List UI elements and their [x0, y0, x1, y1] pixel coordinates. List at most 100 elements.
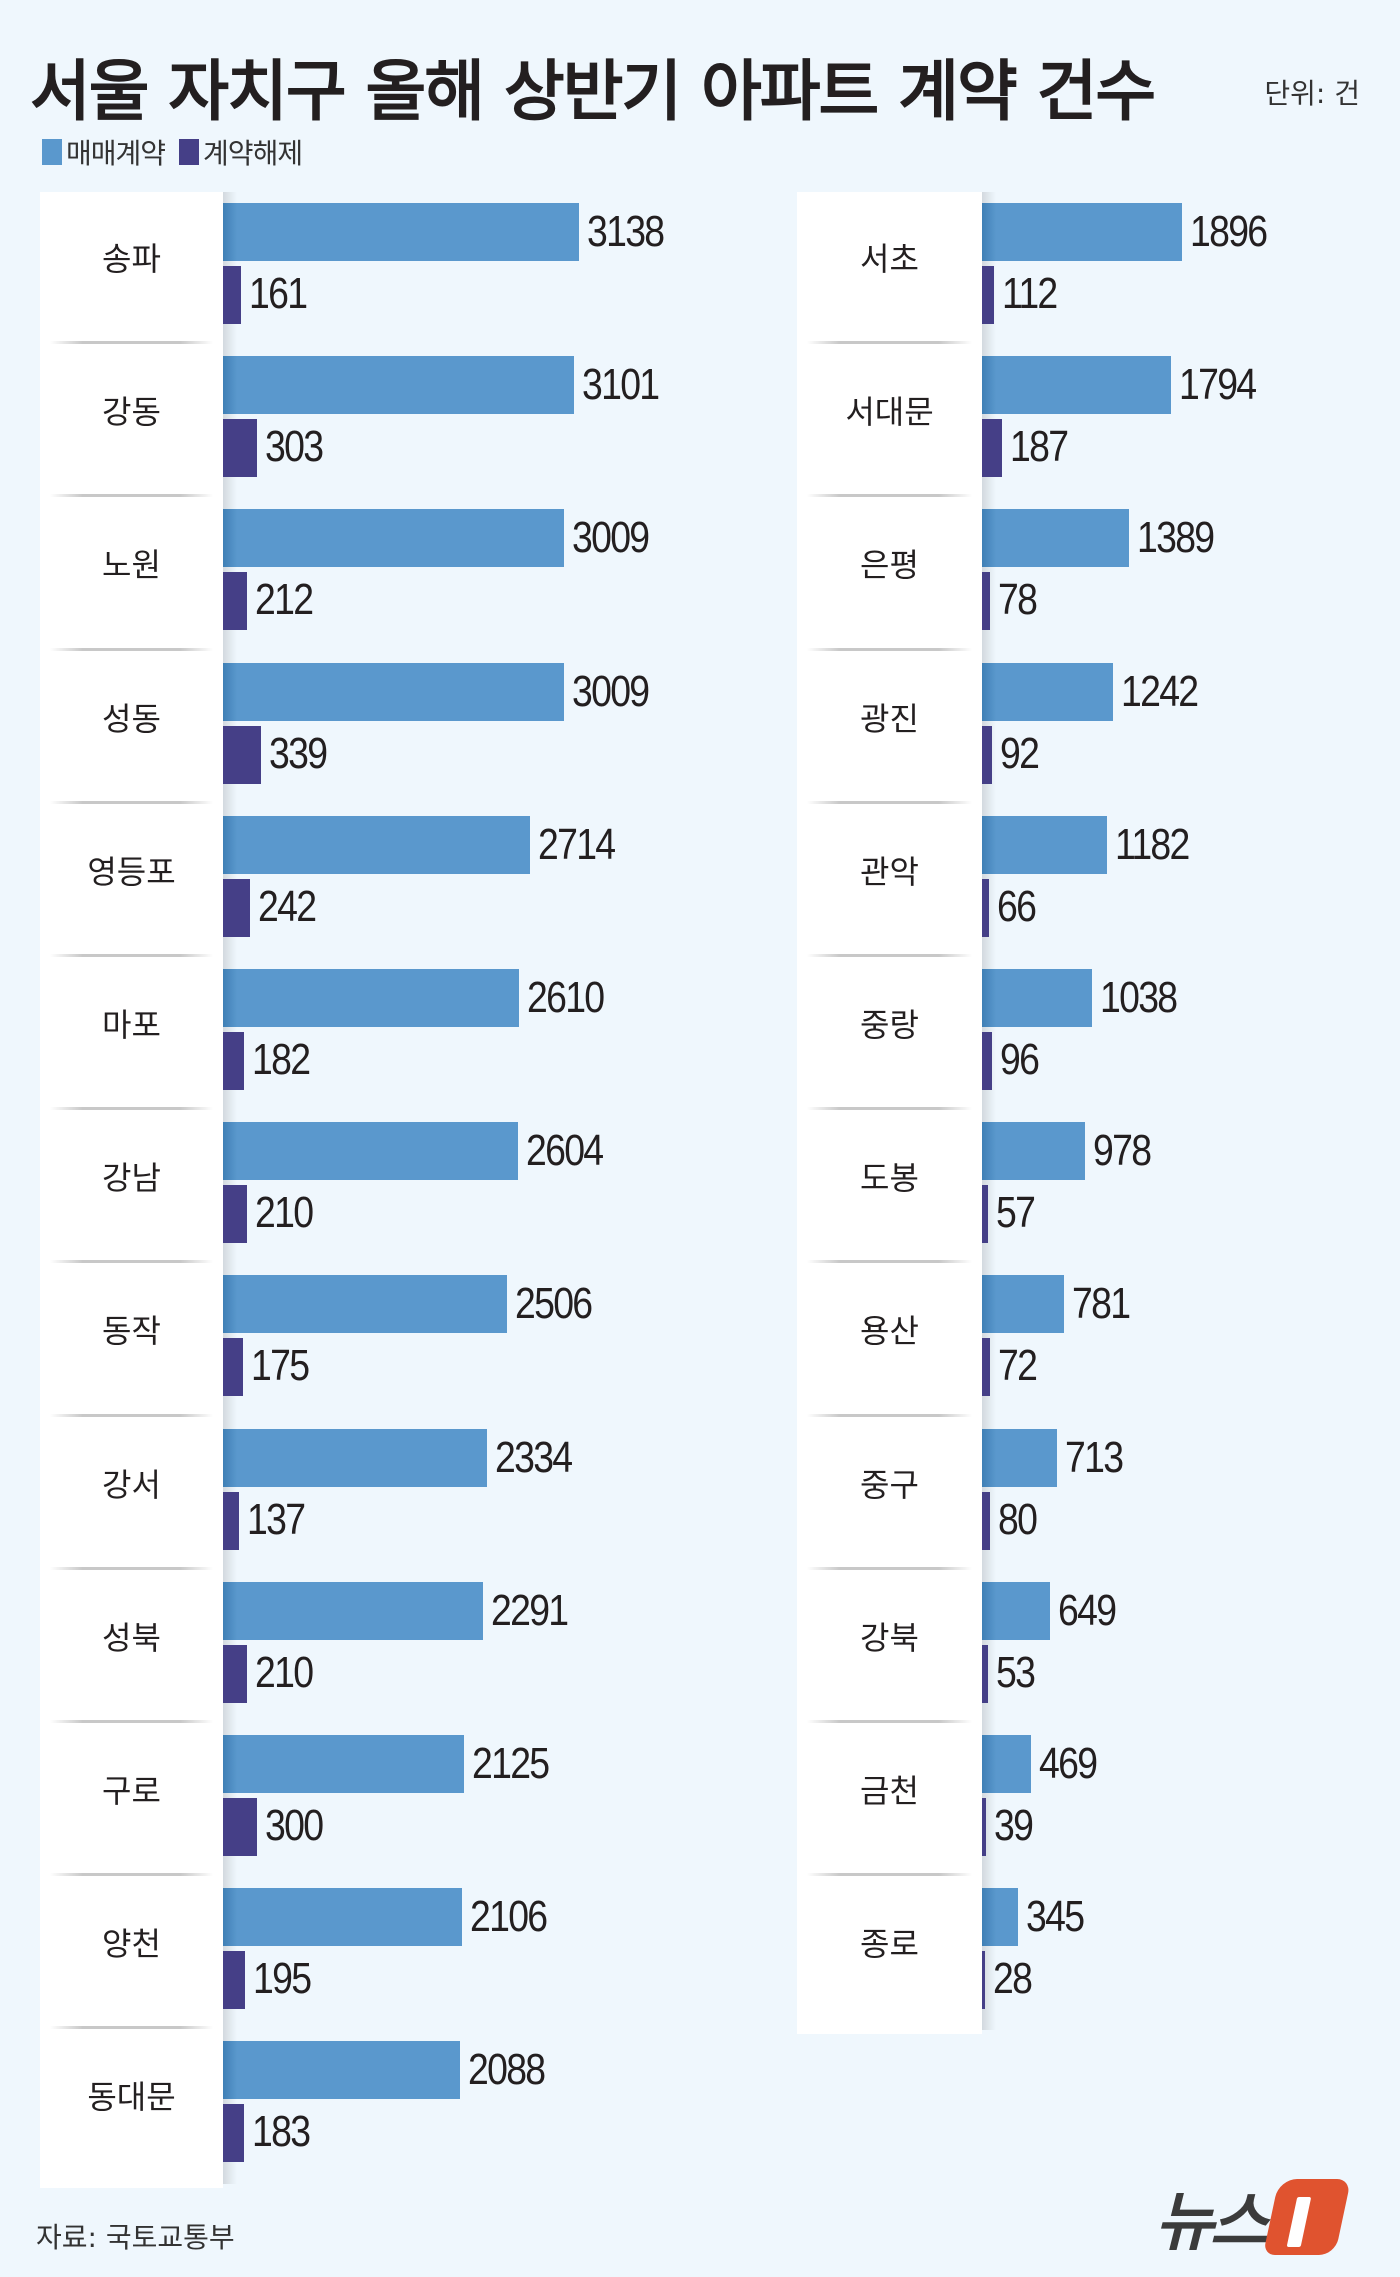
- bar-cancel: [223, 1951, 246, 2010]
- district-label: 동대문: [87, 2078, 176, 2117]
- value-label-sale: 649: [1058, 1585, 1117, 1635]
- bar-sale: [982, 815, 1107, 874]
- value-label-sale: 1794: [1179, 360, 1257, 410]
- district-label: 강서: [102, 1465, 161, 1504]
- row-separator: [50, 2026, 213, 2030]
- bar-sale: [223, 509, 564, 568]
- bar-sale: [982, 509, 1129, 568]
- bar-sale: [223, 815, 531, 874]
- value-label-sale: 3101: [582, 360, 660, 410]
- bar-sale: [223, 1735, 464, 1793]
- bar-cancel: [223, 1338, 243, 1397]
- bar-cancel: [223, 419, 258, 478]
- value-label-cancel: 78: [998, 575, 1038, 625]
- row-separator: [50, 954, 213, 957]
- bar-sale: [982, 1735, 1032, 1793]
- value-label-sale: 978: [1093, 1126, 1152, 1176]
- bar-sale: [223, 1122, 519, 1181]
- value-label-cancel: 53: [995, 1647, 1036, 1697]
- value-label-cancel: 80: [998, 1494, 1038, 1544]
- logo-mark-icon: [1262, 2179, 1351, 2255]
- bar-sale: [223, 662, 564, 721]
- district-label: 동작: [102, 1312, 161, 1351]
- legend-label-sale: 매매계약: [66, 137, 166, 170]
- value-label-sale: 1182: [1114, 819, 1190, 869]
- bar-cancel: [982, 572, 991, 631]
- value-label-sale: 1242: [1121, 666, 1199, 716]
- row-separator: [50, 1873, 213, 1877]
- value-label-cancel: 92: [999, 728, 1040, 778]
- bar-cancel: [223, 2104, 244, 2163]
- value-label-cancel: 300: [264, 1801, 324, 1850]
- bar-cancel: [982, 725, 992, 784]
- value-label-cancel: 72: [997, 1341, 1038, 1391]
- district-label: 성동: [102, 699, 161, 738]
- bar-cancel: [223, 1644, 247, 1703]
- bar-sale: [982, 356, 1172, 415]
- value-label-cancel: 137: [246, 1494, 306, 1544]
- value-label-sale: 2088: [467, 2045, 546, 2095]
- row-separator: [50, 1720, 213, 1723]
- value-label-sale: 2506: [514, 1279, 593, 1329]
- row-separator: [50, 800, 213, 804]
- district-label: 서초: [860, 240, 919, 278]
- district-label: 성북: [102, 1618, 161, 1657]
- value-label-cancel: 39: [994, 1801, 1034, 1850]
- district-label: 중랑: [860, 1006, 919, 1044]
- row-separator: [807, 341, 972, 345]
- row-separator: [50, 1413, 213, 1417]
- row-separator: [807, 800, 972, 804]
- value-label-cancel: 195: [253, 1954, 312, 2004]
- bar-cancel: [982, 1185, 988, 1244]
- value-label-cancel: 210: [254, 1188, 314, 1238]
- row-separator: [50, 1566, 213, 1570]
- district-label-column: [40, 192, 223, 2188]
- legend: 매매계약 계약해제: [42, 132, 316, 172]
- district-label: 강북: [860, 1618, 919, 1657]
- district-label: 양천: [102, 1925, 161, 1964]
- row-separator: [50, 1260, 213, 1264]
- value-label-sale: 1389: [1136, 513, 1215, 563]
- district-label: 종로: [860, 1925, 919, 1964]
- row-separator: [807, 1720, 972, 1723]
- bar-sale: [223, 1428, 488, 1487]
- district-label: 서대문: [845, 393, 934, 432]
- bar-sale: [982, 203, 1183, 261]
- value-label-cancel: 242: [258, 881, 317, 931]
- value-label-sale: 1896: [1190, 207, 1268, 256]
- district-label-column: [797, 192, 982, 2035]
- value-label-sale: 3138: [586, 207, 665, 256]
- value-label-sale: 713: [1065, 1432, 1124, 1482]
- bar-sale: [223, 356, 575, 415]
- value-label-sale: 2610: [526, 973, 605, 1022]
- logo-text: 뉴스: [1155, 2186, 1269, 2260]
- district-label: 관악: [860, 852, 919, 891]
- value-label-sale: 781: [1072, 1279, 1131, 1329]
- district-label: 은평: [860, 546, 919, 585]
- bar-cancel: [223, 1185, 247, 1244]
- bar-sale: [982, 1275, 1065, 1334]
- bar-cancel: [982, 878, 989, 937]
- value-label-cancel: 175: [250, 1341, 310, 1391]
- value-label-cancel: 112: [1001, 269, 1058, 318]
- bar-cancel: [982, 1491, 991, 1550]
- bar-cancel: [223, 725, 262, 784]
- unit-label: 단위: 건: [1264, 77, 1360, 110]
- row-separator: [807, 647, 972, 651]
- district-label: 노원: [102, 546, 161, 585]
- bar-cancel: [982, 1644, 988, 1703]
- row-separator: [807, 1413, 972, 1417]
- district-label: 용산: [860, 1312, 919, 1351]
- bar-cancel: [223, 878, 251, 937]
- district-label: 영등포: [87, 852, 176, 891]
- value-label-cancel: 339: [269, 728, 328, 778]
- legend-swatch-cancel: [179, 139, 200, 165]
- bar-sale: [223, 1275, 507, 1334]
- bar-cancel: [223, 1032, 244, 1090]
- bar-cancel: [982, 1951, 985, 2010]
- value-label-cancel: 183: [251, 2107, 311, 2157]
- bar-sale: [223, 969, 519, 1027]
- district-label: 송파: [102, 240, 161, 278]
- value-label-sale: 2106: [469, 1892, 548, 1942]
- baseline-shadow: [982, 192, 996, 2031]
